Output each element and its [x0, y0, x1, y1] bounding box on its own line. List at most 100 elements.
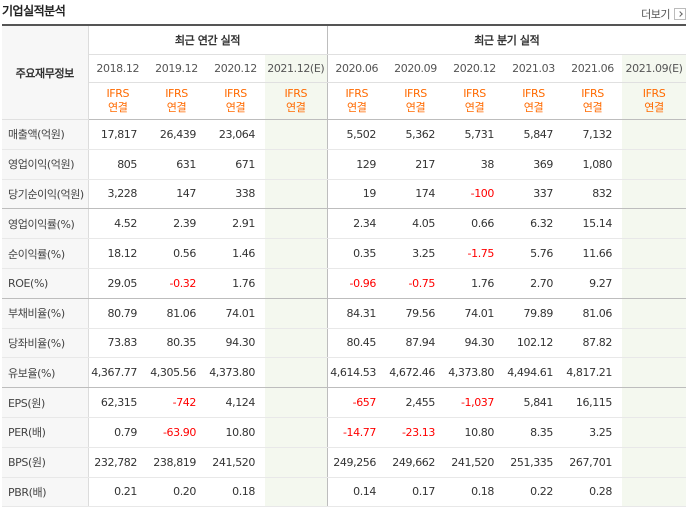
table-cell: 5,362	[386, 119, 445, 150]
table-row: ROE(%) 29.05 -0.32 1.76 -0.96 -0.75 1.76 2.70 9.…	[2, 268, 687, 299]
table-cell: -657	[326, 387, 386, 418]
table-cell: 79.89	[504, 298, 563, 329]
row-header-label: 주요재무정보	[2, 24, 89, 120]
table-cell: 0.28	[563, 477, 622, 507]
table-cell: -1,037	[445, 387, 504, 418]
table-cell: 4,367.77	[88, 357, 147, 389]
ifrs-header: IFRS 연결	[563, 82, 622, 120]
annual-group-header: 최근 연간 실적	[88, 24, 327, 55]
consolidated-label: 연결	[166, 101, 187, 114]
more-link[interactable]: 더보기	[641, 6, 686, 22]
table-cell: 1.76	[206, 268, 265, 299]
table-cell	[265, 447, 327, 478]
table-cell: 337	[504, 179, 563, 210]
table-cell: 267,701	[563, 447, 622, 478]
table-cell	[265, 298, 327, 329]
table-cell	[622, 149, 687, 180]
table-cell: 0.56	[147, 238, 206, 269]
table-cell: 1.46	[206, 238, 265, 269]
row-label: 당기순이익(억원)	[2, 179, 89, 210]
table-cell: 74.01	[445, 298, 504, 329]
period-header: 2021.09(E)	[622, 54, 687, 83]
table-cell: 4.05	[386, 208, 445, 240]
consolidated-label: 연결	[347, 101, 367, 114]
table-cell: -0.75	[386, 268, 445, 299]
group-header-row: 주요재무정보 최근 연간 실적 최근 분기 실적	[2, 24, 687, 120]
table-row: 유보율(%) 4,367.77 4,305.56 4,373.80 4,614.53 4,…	[2, 357, 687, 389]
table-cell: 15.14	[563, 208, 622, 240]
ifrs-label: IFRS	[165, 87, 188, 100]
table-row: 영업이익률(%) 4.52 2.39 2.91 2.34 4.05 0.66 6.32 15.1…	[2, 208, 687, 240]
table-cell	[622, 447, 687, 478]
table-cell: 3.25	[386, 238, 445, 269]
table-cell	[265, 328, 327, 359]
row-label: 매출액(억원)	[2, 119, 89, 150]
row-label: EPS(원)	[2, 387, 89, 418]
ifrs-header: IFRS 연결	[504, 82, 563, 120]
table-cell: 147	[147, 179, 206, 210]
table-cell	[622, 119, 687, 150]
table-cell: 1.76	[445, 268, 504, 299]
table-cell: 80.45	[326, 328, 386, 359]
row-label: 당좌비율(%)	[2, 328, 89, 359]
consolidated-label: 연결	[286, 101, 306, 114]
row-label: 부채비율(%)	[2, 298, 89, 329]
table-cell: 8.35	[504, 417, 563, 448]
table-row: 당좌비율(%) 73.83 80.35 94.30 80.45 87.94 94.30 102…	[2, 328, 687, 359]
ifrs-label: IFRS	[522, 87, 545, 100]
table-cell: 0.35	[326, 238, 386, 269]
table-cell: 17,817	[88, 119, 147, 150]
period-header: 2019.12	[147, 54, 206, 83]
consolidated-label: 연결	[225, 101, 246, 114]
table-cell: 4,817.21	[563, 357, 622, 389]
table-row: PER(배) 0.79 -63.90 10.80 -14.77 -23.13 10.80 8.…	[2, 417, 687, 448]
table-cell	[622, 357, 687, 389]
table-cell: 0.17	[386, 477, 445, 507]
period-header: 2021.03	[504, 54, 563, 83]
table-cell: 38	[445, 149, 504, 180]
row-label: PER(배)	[2, 417, 89, 448]
table-cell	[265, 179, 327, 210]
table-cell: 4.52	[88, 208, 147, 240]
table-cell: 26,439	[147, 119, 206, 150]
table-cell: 249,662	[386, 447, 445, 478]
table-cell: 4,305.56	[147, 357, 206, 389]
table-cell: 238,819	[147, 447, 206, 478]
table-cell: 11.66	[563, 238, 622, 269]
consolidated-label: 연결	[523, 101, 544, 114]
table-cell	[265, 387, 327, 418]
period-header: 2020.12	[445, 54, 504, 83]
table-cell: 174	[386, 179, 445, 210]
table-cell	[265, 268, 327, 299]
table-cell: 631	[147, 149, 206, 180]
table-cell: 3,228	[88, 179, 147, 210]
row-label: ROE(%)	[2, 268, 89, 299]
table-row: 매출액(억원) 17,817 26,439 23,064 5,502 5,362 5,731…	[2, 119, 687, 150]
table-cell: 0.22	[504, 477, 563, 507]
chevron-right-icon	[674, 8, 686, 20]
row-label: 영업이익률(%)	[2, 208, 89, 240]
ifrs-header: IFRS 연결	[386, 82, 445, 120]
ifrs-header: IFRS 연결	[206, 82, 265, 120]
table-cell: 19	[326, 179, 386, 210]
table-cell	[265, 238, 327, 269]
table-cell: 4,494.61	[504, 357, 563, 389]
table-cell: 29.05	[88, 268, 147, 299]
table-cell: 338	[206, 179, 265, 210]
row-label: 순이익률(%)	[2, 238, 89, 269]
more-label: 더보기	[641, 8, 670, 21]
table-cell: 0.18	[445, 477, 504, 507]
table-row: 당기순이익(억원) 3,228 147 338 19 174 -100 337 832	[2, 179, 687, 210]
table-cell: 1,080	[563, 149, 622, 180]
table-cell: 5,847	[504, 119, 563, 150]
table-cell	[265, 119, 327, 150]
ifrs-header: IFRS 연결	[445, 82, 504, 120]
ifrs-label: IFRS	[404, 87, 427, 100]
row-label: 영업이익(억원)	[2, 149, 89, 180]
financial-summary-table: 주요재무정보 최근 연간 실적 최근 분기 실적 2018.12 2019.12 2…	[2, 24, 687, 507]
row-label: BPS(원)	[2, 447, 89, 478]
table-cell: 0.20	[147, 477, 206, 507]
consolidated-label: 연결	[108, 101, 128, 114]
table-cell: 79.56	[386, 298, 445, 329]
ifrs-header: IFRS 연결	[622, 82, 687, 120]
